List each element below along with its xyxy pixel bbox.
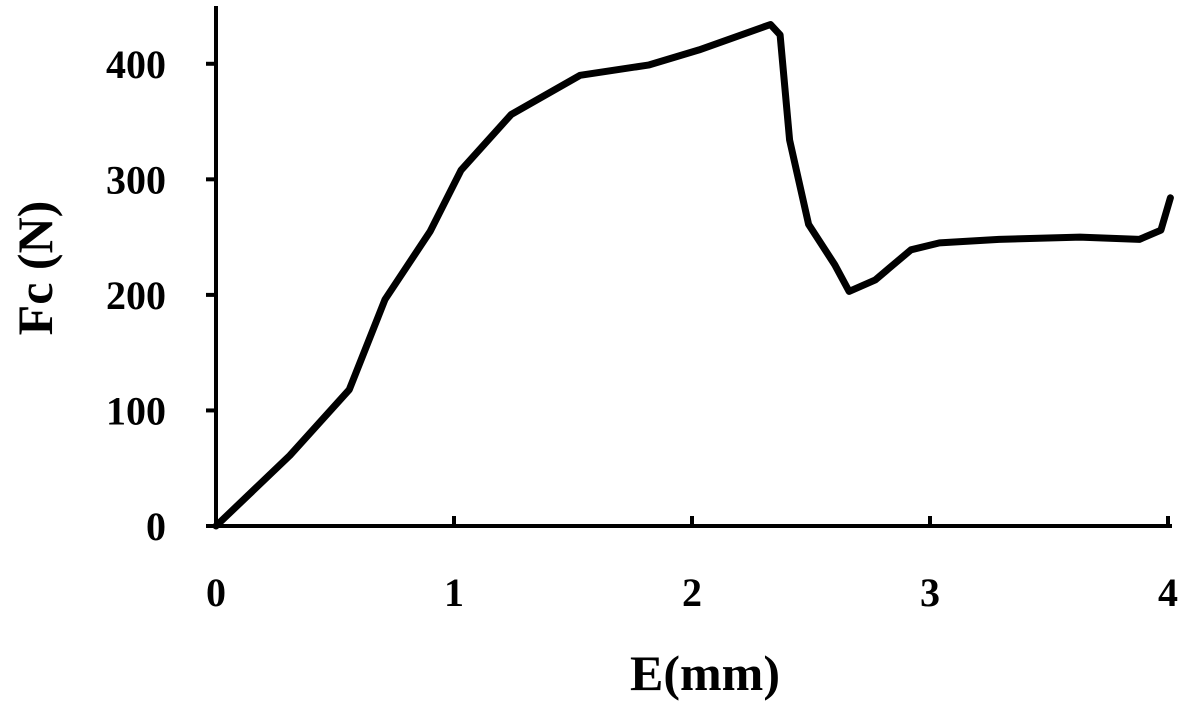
data-line xyxy=(212,21,1174,530)
y-tick-label: 300 xyxy=(106,157,166,202)
y-tick-label: 0 xyxy=(146,504,166,549)
x-tick-label: 2 xyxy=(682,570,702,615)
y-axis-label: Fc (N) xyxy=(7,201,63,336)
y-tick-label: 400 xyxy=(106,42,166,87)
x-tick-label: 4 xyxy=(1158,570,1178,615)
x-tick-label: 1 xyxy=(444,570,464,615)
y-tick-label: 200 xyxy=(106,273,166,318)
x-axis-label: E(mm) xyxy=(630,645,780,701)
x-tick-label: 0 xyxy=(206,570,226,615)
x-tick-label: 3 xyxy=(920,570,940,615)
y-tick-label: 100 xyxy=(106,388,166,433)
